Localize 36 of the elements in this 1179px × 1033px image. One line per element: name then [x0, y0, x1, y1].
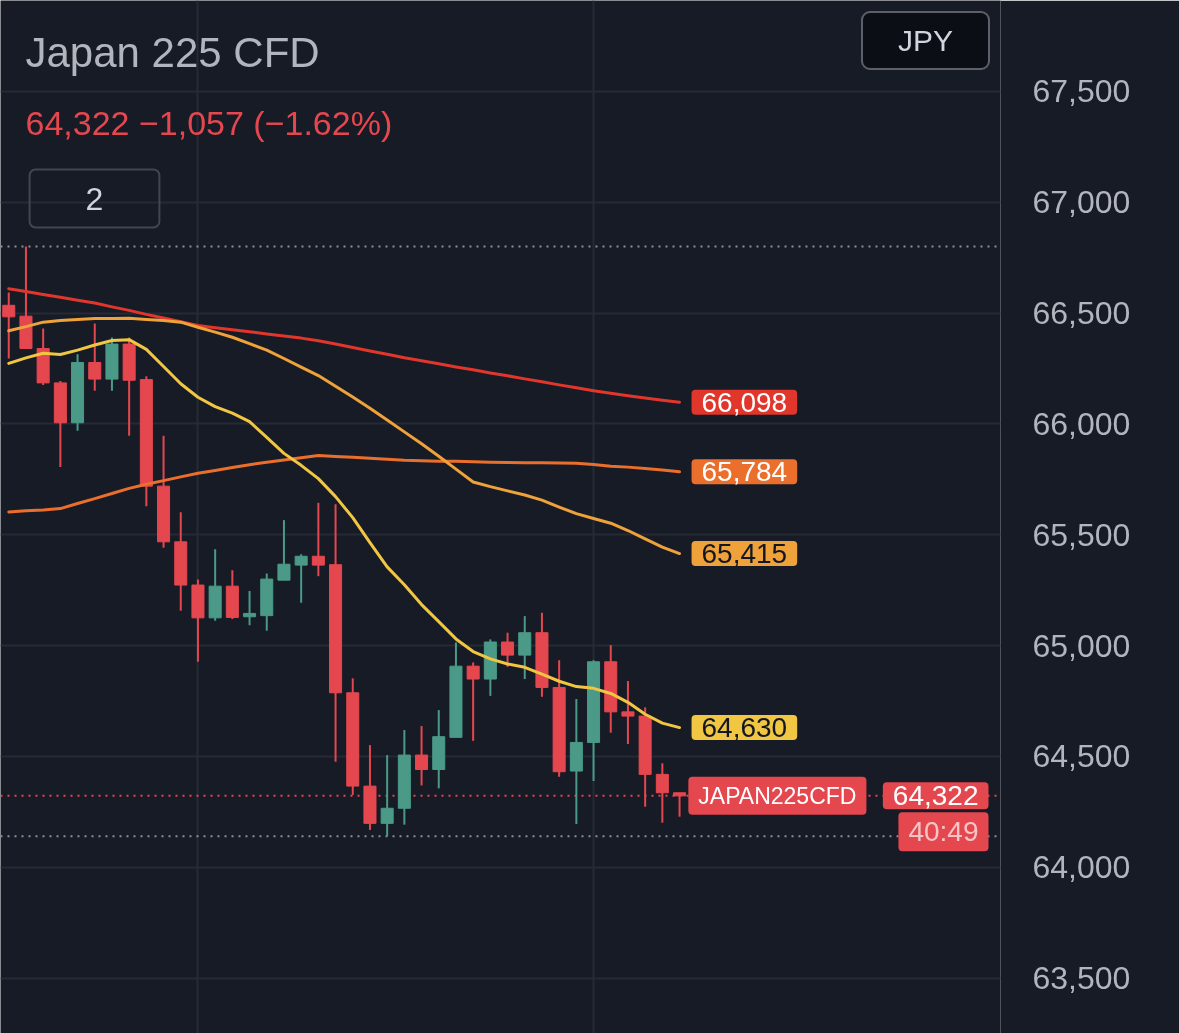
- data-label: 65,415: [701, 538, 788, 570]
- text: 64,322 −1,057 (−1.62%): [25, 103, 393, 142]
- y-tick-label: 64,500: [1032, 738, 1131, 775]
- y-tick-label: 67,500: [1032, 73, 1131, 110]
- ref-line-label: JAPAN225CFD: [698, 782, 857, 809]
- annotation: 2: [85, 180, 104, 217]
- y-tick-label: 65,500: [1032, 516, 1131, 553]
- candlestick: [243, 590, 257, 627]
- y-tick-label: 64,000: [1032, 849, 1131, 886]
- y-tick-label: 63,500: [1032, 960, 1131, 997]
- y-tick-label: 67,000: [1032, 184, 1131, 221]
- data-label: 64,630: [701, 712, 788, 744]
- y-tick-label: 66,500: [1032, 295, 1131, 332]
- data-label: 65,784: [701, 456, 788, 488]
- y-axis-title: JPY: [897, 24, 954, 57]
- annotation: 64,322: [892, 780, 979, 812]
- candlestick: [621, 680, 635, 745]
- data-label: 66,098: [701, 386, 788, 418]
- candlestick: [88, 322, 102, 392]
- candlestick: [277, 519, 291, 582]
- candlestick: [294, 553, 308, 604]
- line-series: [7, 338, 682, 730]
- candlestick: [501, 631, 515, 668]
- text: Japan 225 CFD: [25, 29, 320, 76]
- candlestick: [2, 291, 16, 360]
- line-series: [7, 454, 682, 514]
- y-tick-label: 66,000: [1032, 405, 1131, 442]
- annotation: 40:49: [908, 816, 979, 848]
- y-tick-label: 65,000: [1032, 627, 1131, 664]
- line-series: [7, 316, 682, 556]
- line-series: [7, 287, 682, 404]
- candlestick: [466, 661, 480, 742]
- candlestick: [415, 725, 429, 787]
- candlestick: [311, 501, 325, 578]
- candlestick: [518, 615, 532, 681]
- candlestick: [380, 754, 394, 838]
